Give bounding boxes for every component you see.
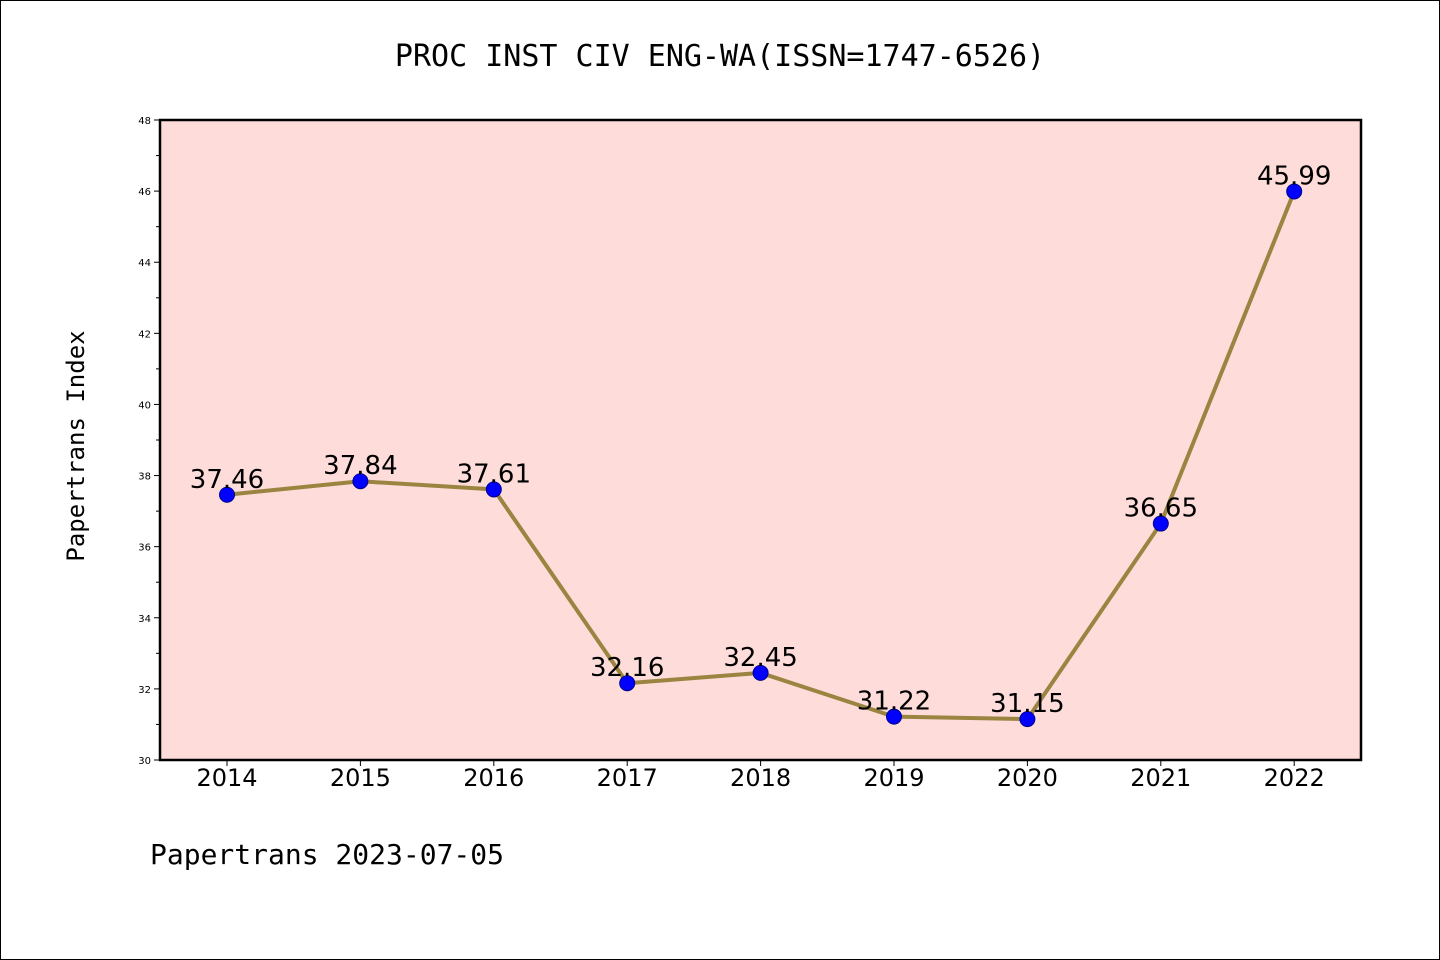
data-labels: 37.46 37.84 37.61 32.16 32.45 31.22 31.15 36.65…: [190, 161, 1332, 719]
y-tick-label: 34: [138, 614, 151, 625]
data-point: [1286, 183, 1303, 200]
x-tick-label: 2014: [196, 764, 257, 792]
x-tick-label: 2020: [997, 764, 1058, 792]
y-tick-label: 38: [138, 472, 151, 483]
chart-title: PROC INST CIV ENG-WA(ISSN=1747-6526): [395, 39, 1045, 74]
data-label: 32.45: [723, 643, 797, 673]
data-point: [219, 486, 235, 503]
x-tick-label: 2021: [1130, 764, 1191, 792]
y-tick-label: 30: [138, 756, 151, 767]
data-point: [485, 481, 502, 498]
x-tick-label: 2017: [597, 764, 658, 792]
y-tick-label: 46: [138, 187, 151, 198]
data-label: 31.15: [990, 689, 1064, 719]
data-point: [352, 473, 369, 490]
data-label: 36.65: [1124, 494, 1198, 524]
y-tick-label: 42: [138, 329, 151, 340]
plot-area: [158, 118, 1363, 762]
data-point: [1019, 711, 1036, 728]
x-tick-label: 2015: [330, 764, 391, 792]
data-point: [752, 664, 769, 681]
data-point: [1152, 515, 1169, 532]
x-tick-label: 2022: [1264, 764, 1325, 792]
data-series: [219, 183, 1303, 728]
data-point: [886, 708, 902, 725]
y-tick-label: 32: [138, 685, 151, 696]
x-tick-label: 2019: [863, 764, 924, 792]
y-axis-label: Papertrans Index: [62, 330, 90, 561]
data-label: 32.16: [590, 653, 664, 683]
y-tick-label: 36: [138, 543, 151, 554]
y-tick-label: 44: [138, 258, 151, 269]
y-tick-label: 48: [138, 116, 151, 127]
y-tick-label: 40: [138, 400, 151, 411]
x-axis-ticks: 2014 2015 2016 2017 2018 2019 2020 2021 2022: [196, 760, 1325, 792]
y-axis-ticks: 30 32 34 36 38 40 42 44 46 48: [138, 116, 160, 767]
data-label: 31.22: [857, 687, 931, 717]
x-tick-label: 2016: [463, 764, 524, 792]
data-point: [619, 675, 636, 692]
data-label: 37.84: [323, 451, 397, 481]
data-label: 37.61: [457, 459, 531, 489]
footer-credit: Papertrans 2023-07-05: [150, 838, 504, 871]
data-label: 45.99: [1257, 161, 1331, 191]
x-tick-label: 2018: [730, 764, 791, 792]
data-label: 37.46: [190, 465, 264, 495]
